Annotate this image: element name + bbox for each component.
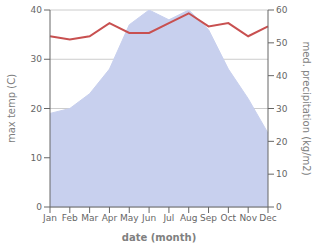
svg-text:Oct: Oct: [221, 213, 237, 223]
svg-text:50: 50: [276, 38, 288, 48]
svg-text:0: 0: [36, 202, 42, 212]
svg-text:date (month): date (month): [122, 232, 196, 243]
svg-text:Apr: Apr: [102, 213, 118, 223]
svg-text:Aug: Aug: [180, 213, 198, 223]
svg-text:Dec: Dec: [259, 213, 276, 223]
svg-text:10: 10: [276, 169, 288, 179]
svg-text:Feb: Feb: [62, 213, 78, 223]
svg-text:30: 30: [31, 54, 43, 64]
svg-text:max temp (C): max temp (C): [8, 74, 17, 143]
svg-text:Jan: Jan: [42, 213, 57, 223]
svg-text:10: 10: [31, 153, 43, 163]
svg-text:20: 20: [31, 104, 43, 114]
svg-text:40: 40: [31, 5, 43, 15]
svg-text:40: 40: [276, 71, 288, 81]
svg-text:30: 30: [276, 104, 288, 114]
svg-text:20: 20: [276, 137, 288, 147]
svg-text:60: 60: [276, 5, 288, 15]
svg-text:May: May: [120, 213, 139, 223]
svg-text:Jun: Jun: [141, 213, 156, 223]
svg-text:Jul: Jul: [162, 213, 174, 223]
svg-text:Nov: Nov: [239, 213, 257, 223]
svg-text:Mar: Mar: [81, 213, 98, 223]
svg-text:med. precipitation (kg/m2): med. precipitation (kg/m2): [301, 41, 310, 175]
svg-text:Sep: Sep: [200, 213, 217, 223]
svg-text:0: 0: [276, 202, 282, 212]
